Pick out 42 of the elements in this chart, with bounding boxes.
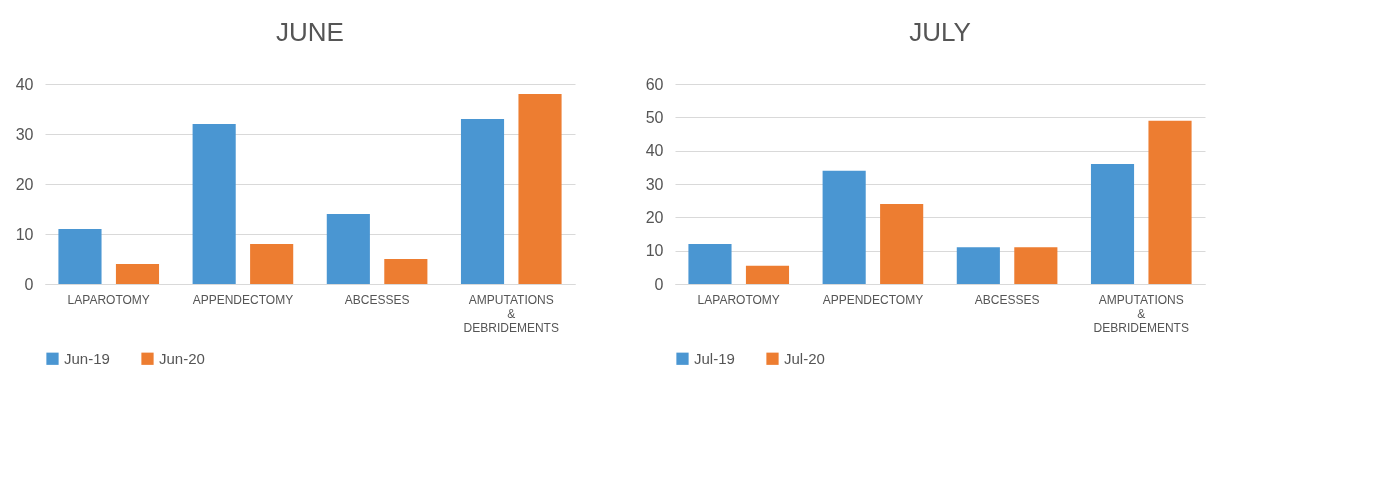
- bar: [745, 265, 790, 284]
- bar: [518, 94, 562, 284]
- bar: [384, 259, 428, 284]
- legend-label: Jul-19: [694, 349, 735, 367]
- bar: [115, 264, 160, 284]
- x-tick-label: APPENDECTOMY: [822, 292, 924, 307]
- bar: [58, 229, 102, 284]
- x-tick-label: AMPUTATIONS & DEBRIDEMENTS: [463, 292, 559, 335]
- x-tick-label: ABCESSES: [974, 292, 1040, 307]
- x-tick-label: ABCESSES: [344, 292, 410, 307]
- bar: [460, 119, 505, 284]
- bar: [1090, 164, 1135, 284]
- legend-label: Jun-20: [159, 349, 205, 367]
- y-tick-label: 30: [15, 125, 34, 143]
- y-tick-label: 0: [24, 275, 34, 293]
- y-tick-label: 10: [15, 225, 34, 243]
- legend-label: Jun-19: [64, 349, 110, 367]
- chart-title: JUNE: [276, 17, 344, 47]
- y-tick-label: 30: [645, 175, 664, 193]
- x-tick-label: AMPUTATIONS & DEBRIDEMENTS: [1093, 292, 1189, 335]
- bar: [688, 244, 732, 284]
- y-tick-label: 60: [645, 75, 664, 93]
- bar: [326, 214, 370, 284]
- bar: [956, 247, 1000, 284]
- x-tick-label: LAPAROTOMY: [697, 292, 780, 307]
- y-tick-label: 20: [645, 208, 664, 226]
- y-tick-label: 40: [645, 142, 664, 160]
- bar: [192, 124, 236, 284]
- y-tick-label: 50: [645, 108, 664, 126]
- y-tick-label: 20: [15, 175, 34, 193]
- x-tick-label: APPENDECTOMY: [192, 292, 294, 307]
- bar: [822, 170, 866, 284]
- y-tick-label: 40: [15, 75, 34, 93]
- y-tick-label: 10: [645, 242, 664, 260]
- y-tick-label: 0: [654, 275, 664, 293]
- bar: [1014, 247, 1058, 284]
- bar: [250, 244, 294, 284]
- legend-label: Jul-20: [784, 349, 825, 367]
- x-tick-label: LAPAROTOMY: [67, 292, 150, 307]
- bar: [1148, 120, 1192, 284]
- bar: [880, 204, 924, 284]
- chart-title: JULY: [909, 17, 971, 47]
